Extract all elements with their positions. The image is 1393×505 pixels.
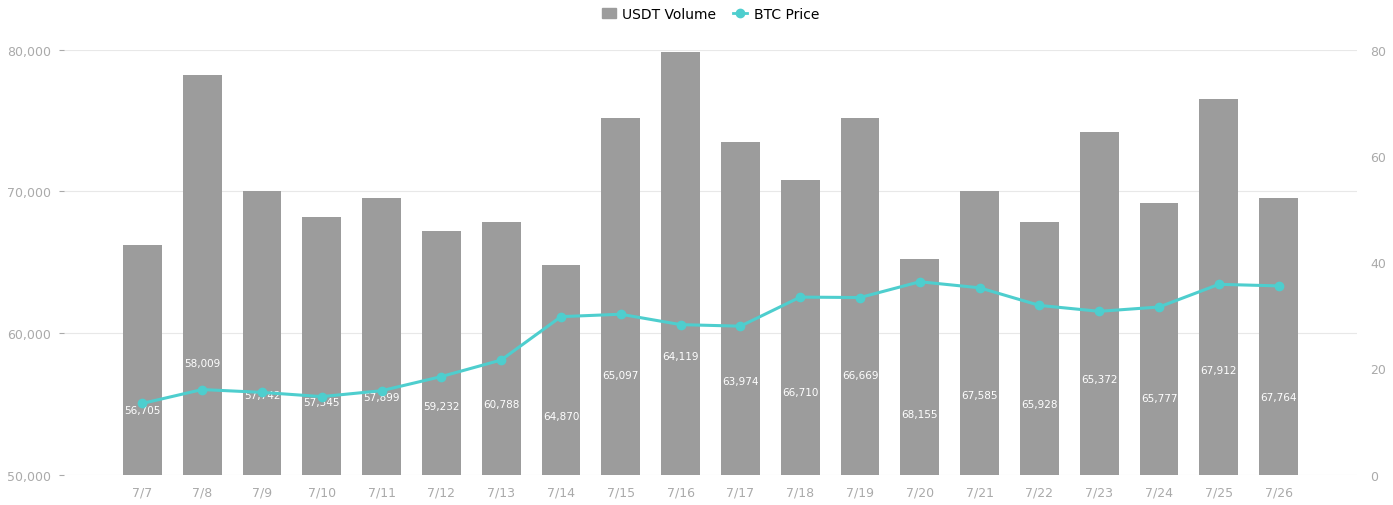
- Text: 67,912: 67,912: [1201, 365, 1237, 375]
- Bar: [542, 266, 581, 505]
- Text: 67,585: 67,585: [961, 390, 997, 400]
- Text: 56,705: 56,705: [124, 406, 160, 416]
- Text: 65,097: 65,097: [603, 370, 639, 380]
- BTC Price: [1270, 283, 1287, 289]
- Bar: [900, 260, 939, 505]
- Line: BTC Price: BTC Price: [138, 278, 1283, 408]
- Bar: [362, 199, 401, 505]
- Bar: [960, 192, 999, 505]
- Text: 57,345: 57,345: [304, 397, 340, 408]
- Bar: [780, 181, 819, 505]
- Text: 60,788: 60,788: [483, 399, 520, 409]
- Text: 57,899: 57,899: [364, 392, 400, 402]
- Text: 57,742: 57,742: [244, 390, 280, 400]
- Bar: [482, 223, 521, 505]
- Legend: USDT Volume, BTC Price: USDT Volume, BTC Price: [596, 3, 825, 27]
- BTC Price: [134, 400, 150, 407]
- Bar: [1080, 132, 1119, 505]
- Text: 64,870: 64,870: [543, 411, 579, 421]
- Bar: [182, 76, 221, 505]
- Bar: [242, 192, 281, 505]
- Text: 59,232: 59,232: [423, 401, 460, 412]
- Bar: [302, 217, 341, 505]
- Text: 64,119: 64,119: [662, 352, 699, 362]
- Text: 66,710: 66,710: [781, 387, 819, 397]
- BTC Price: [1211, 282, 1227, 288]
- BTC Price: [433, 374, 450, 380]
- Text: 63,974: 63,974: [722, 377, 759, 387]
- Text: 65,777: 65,777: [1141, 394, 1177, 403]
- BTC Price: [791, 294, 808, 300]
- Bar: [840, 118, 879, 505]
- BTC Price: [1091, 309, 1107, 315]
- Bar: [422, 231, 461, 505]
- BTC Price: [1031, 303, 1048, 309]
- BTC Price: [194, 387, 210, 393]
- Bar: [602, 118, 641, 505]
- Text: 67,764: 67,764: [1261, 392, 1297, 402]
- Bar: [1139, 203, 1178, 505]
- BTC Price: [1151, 305, 1167, 311]
- Bar: [662, 54, 701, 505]
- BTC Price: [733, 324, 749, 330]
- Bar: [722, 142, 759, 505]
- BTC Price: [851, 295, 868, 301]
- BTC Price: [911, 279, 928, 285]
- BTC Price: [971, 285, 988, 291]
- BTC Price: [553, 314, 570, 320]
- Bar: [1020, 223, 1059, 505]
- BTC Price: [373, 388, 390, 394]
- Bar: [1199, 100, 1238, 505]
- Bar: [1259, 199, 1298, 505]
- Text: 65,372: 65,372: [1081, 374, 1117, 384]
- BTC Price: [313, 394, 330, 400]
- BTC Price: [673, 322, 690, 328]
- BTC Price: [613, 312, 630, 318]
- Text: 58,009: 58,009: [184, 358, 220, 368]
- Text: 66,669: 66,669: [841, 370, 878, 380]
- Text: 65,928: 65,928: [1021, 399, 1057, 409]
- BTC Price: [254, 389, 270, 395]
- BTC Price: [493, 357, 510, 363]
- Text: 68,155: 68,155: [901, 410, 937, 420]
- Bar: [123, 245, 162, 505]
